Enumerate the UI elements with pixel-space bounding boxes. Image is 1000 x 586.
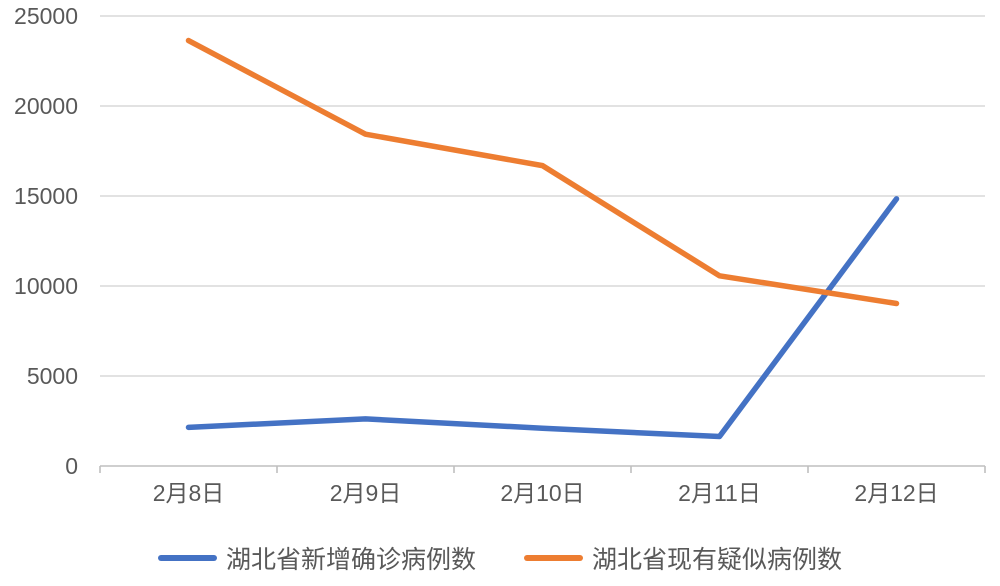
legend: 湖北省新增确诊病例数 湖北省现有疑似病例数 (0, 540, 1000, 576)
y-axis: 0 5000 10000 15000 20000 25000 (0, 0, 78, 500)
legend-line-swatch-blue (157, 555, 217, 561)
y-tick-label: 15000 (14, 183, 78, 209)
legend-item-new-confirmed: 湖北省新增确诊病例数 (157, 540, 476, 576)
series-line-0 (185, 196, 900, 440)
y-tick-label: 20000 (14, 93, 78, 119)
y-tick-label: 25000 (14, 3, 78, 29)
legend-item-existing-suspected: 湖北省现有疑似病例数 (524, 540, 842, 576)
x-tick-label: 2月11日 (678, 480, 761, 506)
series-line-1 (185, 37, 900, 307)
y-tick-label: 0 (65, 453, 78, 479)
y-tick-label: 5000 (26, 363, 78, 389)
x-tick-label: 2月10日 (500, 480, 585, 506)
y-tick-label: 10000 (14, 273, 78, 299)
legend-line-swatch-orange (524, 555, 583, 561)
legend-label: 湖北省现有疑似病例数 (592, 546, 843, 574)
legend-label: 湖北省新增确诊病例数 (225, 546, 476, 574)
x-tick-label: 2月12日 (854, 480, 939, 506)
x-tick-label: 2月8日 (152, 480, 225, 506)
x-tick-label: 2月9日 (329, 480, 402, 506)
